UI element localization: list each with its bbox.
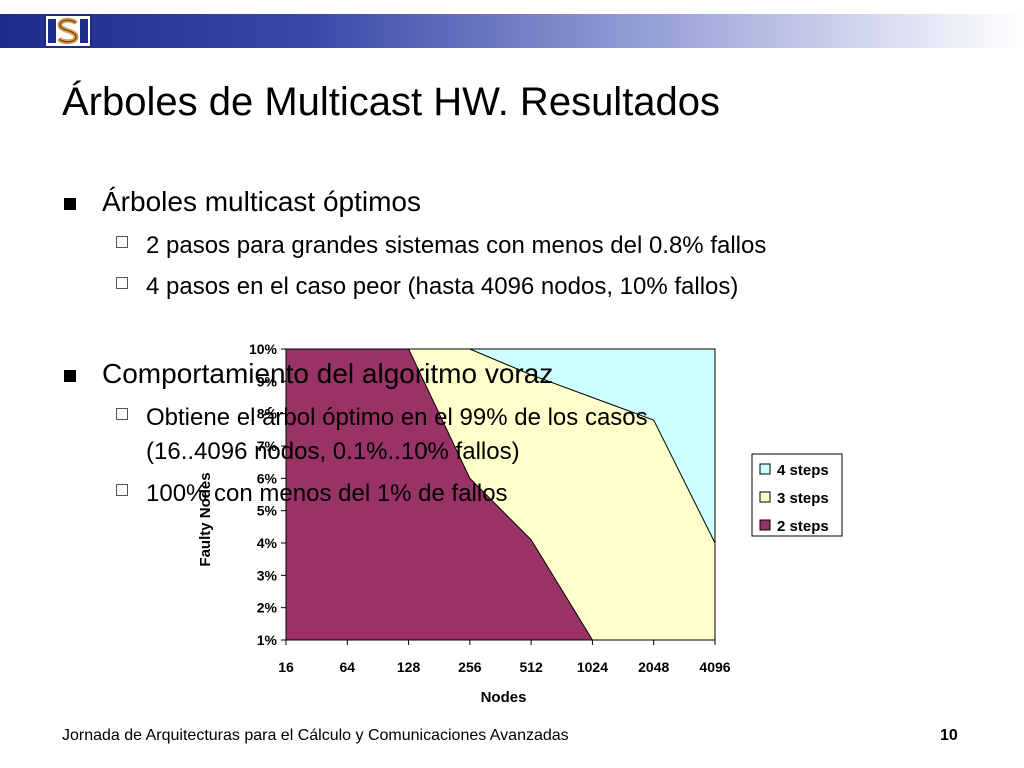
x-tick-label: 256 xyxy=(458,659,482,675)
plot-frame xyxy=(285,348,716,641)
bullet-2-text: Comportamiento del algoritmo voraz xyxy=(102,358,554,389)
hollow-square-icon xyxy=(116,277,128,289)
sub-bullet-2-2-text: 100% con menos del 1% de fallos xyxy=(146,480,508,507)
sub-bullet-1-1-text: 2 pasos para grandes sistemas con menos … xyxy=(146,232,767,259)
x-tick-label: 128 xyxy=(397,659,421,675)
bullet-1-text: Árboles multicast óptimos xyxy=(102,186,422,217)
hollow-square-icon xyxy=(116,408,128,420)
sub-bullet-1-2-text: 4 pasos en el caso peor (hasta 4096 nodo… xyxy=(146,273,739,300)
x-tick-label: 16 xyxy=(278,659,294,675)
y-tick-label: 2% xyxy=(257,600,278,616)
x-tick-label: 64 xyxy=(339,659,355,675)
x-tick-label: 512 xyxy=(519,659,543,675)
sub-bullet-2-1-text: Obtiene el árbol óptimo en el 99% de los… xyxy=(146,404,648,431)
bullet-square-icon xyxy=(64,370,76,382)
logo xyxy=(44,14,92,48)
y-tick-label: 9% xyxy=(257,373,278,389)
x-tick-label: 1024 xyxy=(577,659,608,675)
y-tick-label: 4% xyxy=(257,535,278,551)
legend-label: 2 steps xyxy=(777,518,829,535)
header-bar xyxy=(0,14,1024,48)
bullet-square-icon xyxy=(64,198,76,210)
x-axis-label: Nodes xyxy=(481,689,527,706)
hollow-square-icon xyxy=(116,236,128,248)
footer-text: Jornada de Arquitecturas para el Cálculo… xyxy=(62,727,569,744)
legend-label: 3 steps xyxy=(777,490,829,507)
y-tick-label: 3% xyxy=(257,567,278,583)
area-chart: 1% 2% 3% 4% 5% 6% 7% 8% 9% 10% 16 64 128 256 512 1024 20… xyxy=(197,341,843,706)
legend-label: 4 steps xyxy=(777,462,829,479)
slide-title: Árboles de Multicast HW. Resultados xyxy=(62,80,721,124)
y-tick-label: 6% xyxy=(257,470,278,486)
y-tick-label: 7% xyxy=(257,438,278,454)
legend-swatch xyxy=(759,463,771,475)
y-tick-label: 1% xyxy=(257,632,278,648)
hollow-square-icon xyxy=(116,484,128,496)
legend-swatch xyxy=(759,491,771,503)
x-tick-label: 4096 xyxy=(699,659,730,675)
legend-swatch xyxy=(759,519,771,531)
y-tick-label: 5% xyxy=(257,503,278,519)
x-tick-label: 2048 xyxy=(638,659,669,675)
page-number: 10 xyxy=(940,727,958,744)
sub-bullet-2-1-cont-text: (16..4096 nodos, 0.1%..10% fallos) xyxy=(146,438,520,465)
y-axis-label: Faulty Nodes xyxy=(197,472,214,566)
y-tick-label: 8% xyxy=(257,406,278,422)
y-tick-label: 10% xyxy=(249,341,278,357)
